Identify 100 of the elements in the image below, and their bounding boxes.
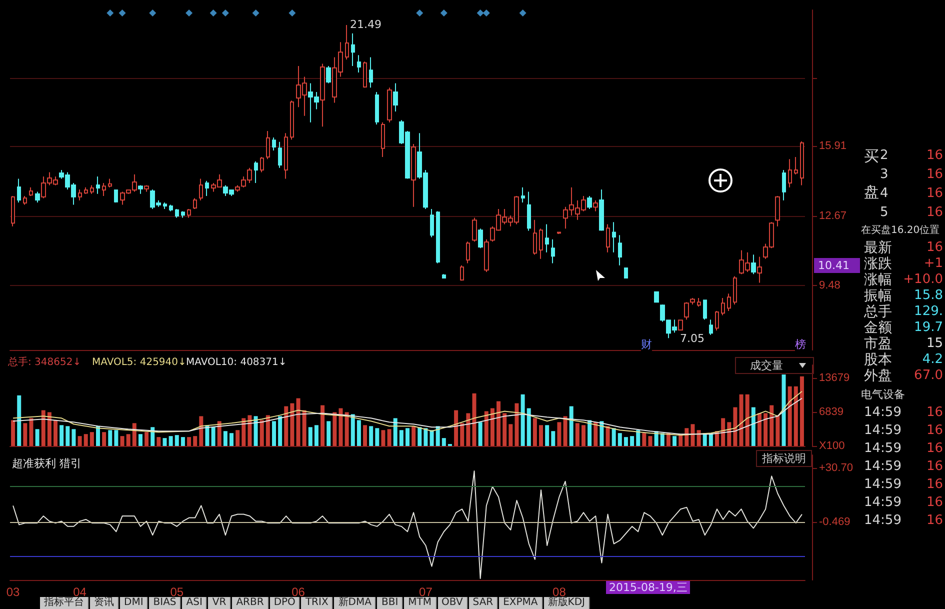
candlestick (102, 182, 106, 197)
bar (132, 423, 136, 446)
bar (690, 424, 695, 446)
bar (272, 421, 276, 446)
candlestick (599, 189, 604, 232)
text: 16 (926, 495, 943, 510)
bar (242, 418, 246, 446)
bar (490, 408, 494, 446)
bar (782, 374, 786, 446)
bar (260, 420, 264, 446)
candlestick (205, 180, 209, 197)
bar (363, 425, 368, 446)
candlestick (733, 276, 737, 305)
candlestick (393, 82, 398, 112)
bar (733, 407, 738, 446)
text: ASI (182, 597, 208, 609)
y-tick-label: 13679 (819, 372, 850, 384)
bar (624, 437, 628, 446)
bar (17, 395, 22, 446)
candlestick (235, 184, 240, 192)
bar (156, 437, 161, 446)
bar (223, 431, 228, 446)
text: 总手 (864, 304, 892, 320)
candlestick (684, 302, 689, 320)
candlestick (606, 224, 610, 253)
text: DMI (120, 597, 148, 609)
bar (472, 393, 476, 446)
bar (114, 430, 118, 446)
text: 新版KDJ (544, 597, 590, 609)
text: 买 (864, 147, 879, 165)
candlestick (612, 222, 616, 253)
bar (406, 428, 410, 446)
bar (588, 420, 592, 446)
bar (162, 438, 167, 446)
bar (606, 426, 610, 446)
candlestick (78, 189, 82, 201)
candlestick (351, 32, 355, 66)
text: 3 (880, 167, 888, 182)
candlestick (430, 208, 434, 238)
candlestick (284, 132, 288, 180)
text: 16 (926, 459, 943, 474)
y-tick-label: 12.67 (819, 210, 847, 222)
text: 在买盘16.20位置 (861, 224, 940, 237)
text: 10.41 (814, 258, 860, 273)
candlestick (90, 184, 94, 194)
line-series (12, 390, 802, 436)
bar (642, 433, 646, 446)
bar (612, 428, 616, 446)
bar (454, 410, 458, 446)
text: 14:59 (864, 477, 902, 492)
text: +10.0 (903, 272, 943, 287)
candlestick (108, 178, 112, 188)
bar (502, 413, 507, 446)
bar (266, 415, 270, 446)
x-tick-label: 07 (419, 585, 433, 599)
bar (199, 416, 204, 446)
bar (217, 421, 222, 446)
bar (563, 416, 568, 446)
text: 2015-08-19,三 (606, 581, 690, 594)
text: 14:59 (864, 441, 902, 456)
text: 股本 (864, 352, 892, 368)
candlestick (193, 198, 197, 210)
text: 15.8 (914, 288, 943, 303)
bar (278, 416, 282, 446)
bar (727, 422, 732, 446)
bar (508, 424, 513, 446)
bar (108, 430, 112, 446)
bar (90, 432, 94, 446)
bar (78, 436, 82, 446)
text: 4.2 (922, 352, 943, 367)
bar (672, 436, 677, 446)
text: 16 (926, 186, 943, 201)
text: 振幅 (864, 288, 892, 304)
text: BBI (377, 597, 404, 609)
bar (745, 394, 750, 446)
candlestick (266, 130, 270, 160)
bar (236, 430, 240, 446)
text: 14:59 (864, 423, 902, 438)
bar (356, 420, 361, 446)
candlestick (654, 290, 659, 303)
bar (788, 386, 792, 446)
candlestick (533, 219, 537, 256)
y-tick-label: X100 (819, 440, 845, 452)
candlestick (690, 297, 695, 305)
bar (660, 433, 664, 446)
text: ARBR (232, 597, 269, 609)
text: 14:59 (864, 459, 902, 474)
candlestick (545, 224, 549, 253)
candlestick (442, 274, 446, 279)
bar (418, 427, 422, 446)
bar (478, 422, 482, 446)
candlestick (163, 202, 167, 210)
bar (575, 423, 580, 446)
bar (308, 427, 312, 446)
bar (314, 425, 318, 446)
candlestick (593, 200, 598, 212)
x-tick-label: 06 (292, 585, 306, 599)
text: 15 (926, 336, 943, 351)
bar (532, 418, 537, 446)
text: 67.0 (914, 368, 943, 383)
